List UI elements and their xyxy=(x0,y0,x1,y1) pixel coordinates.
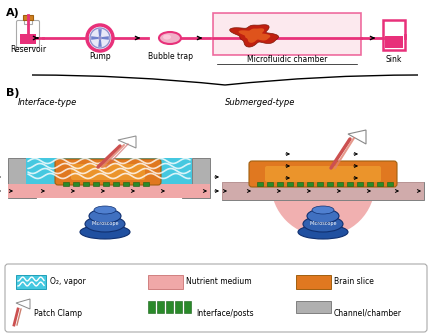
Text: B): B) xyxy=(6,88,19,98)
Bar xyxy=(83,182,89,186)
Bar xyxy=(267,182,273,186)
Bar xyxy=(123,182,129,186)
Text: Nutrient medium: Nutrient medium xyxy=(186,278,251,287)
Ellipse shape xyxy=(307,209,339,223)
Bar xyxy=(385,36,403,48)
Wedge shape xyxy=(271,184,375,236)
Text: Sink: Sink xyxy=(386,55,402,64)
Bar xyxy=(337,182,343,186)
Ellipse shape xyxy=(312,206,334,214)
Bar xyxy=(113,182,119,186)
Ellipse shape xyxy=(298,225,348,239)
Polygon shape xyxy=(98,40,102,47)
Bar xyxy=(307,182,313,186)
Text: Reservoir: Reservoir xyxy=(10,45,46,54)
Circle shape xyxy=(98,36,102,40)
Bar xyxy=(103,182,109,186)
FancyBboxPatch shape xyxy=(5,264,427,332)
Bar xyxy=(387,182,393,186)
Bar xyxy=(296,301,331,313)
Ellipse shape xyxy=(80,225,130,239)
Bar xyxy=(24,18,32,24)
Text: Pump: Pump xyxy=(89,52,111,61)
Bar xyxy=(16,275,46,289)
Text: Patch Clamp: Patch Clamp xyxy=(34,308,82,318)
Polygon shape xyxy=(118,136,136,148)
Bar xyxy=(277,182,283,186)
FancyBboxPatch shape xyxy=(213,13,361,55)
Polygon shape xyxy=(348,130,366,144)
Text: Bubble trap: Bubble trap xyxy=(147,52,193,61)
Polygon shape xyxy=(98,29,102,36)
Bar xyxy=(383,20,405,50)
Bar xyxy=(26,158,192,184)
Polygon shape xyxy=(8,158,36,198)
Text: O₂, vapor: O₂, vapor xyxy=(50,278,86,287)
Bar xyxy=(287,182,293,186)
Circle shape xyxy=(90,28,110,48)
Text: Submerged-type: Submerged-type xyxy=(225,98,295,107)
Bar xyxy=(257,182,263,186)
FancyBboxPatch shape xyxy=(265,166,381,182)
Text: Microscope: Microscope xyxy=(91,221,119,226)
Polygon shape xyxy=(238,28,270,43)
Text: Microfluidic chamber: Microfluidic chamber xyxy=(247,55,327,64)
Bar xyxy=(377,182,383,186)
FancyBboxPatch shape xyxy=(16,20,39,47)
FancyBboxPatch shape xyxy=(55,159,161,185)
Bar xyxy=(63,182,69,186)
Polygon shape xyxy=(182,158,210,198)
Bar xyxy=(296,275,331,289)
Text: Interface-type: Interface-type xyxy=(18,98,77,107)
Polygon shape xyxy=(102,36,109,40)
Ellipse shape xyxy=(163,35,171,40)
Bar xyxy=(297,182,303,186)
Ellipse shape xyxy=(85,216,125,232)
Bar xyxy=(23,15,33,20)
Bar xyxy=(347,182,353,186)
Bar xyxy=(73,182,79,186)
Bar xyxy=(157,301,164,313)
Ellipse shape xyxy=(94,206,116,214)
Bar xyxy=(93,182,99,186)
Text: Interface/posts: Interface/posts xyxy=(196,308,254,318)
Bar xyxy=(20,34,36,44)
Bar xyxy=(222,182,424,200)
Bar xyxy=(222,182,424,200)
Bar xyxy=(143,182,149,186)
Bar xyxy=(148,275,183,289)
Circle shape xyxy=(87,25,113,51)
Text: Channel/chamber: Channel/chamber xyxy=(334,308,402,318)
Polygon shape xyxy=(16,299,30,309)
Text: Microscope: Microscope xyxy=(309,221,337,226)
Bar xyxy=(166,301,173,313)
Bar xyxy=(133,182,139,186)
Bar xyxy=(148,301,155,313)
Ellipse shape xyxy=(89,209,121,223)
Ellipse shape xyxy=(303,216,343,232)
Bar xyxy=(357,182,363,186)
Bar xyxy=(327,182,333,186)
Polygon shape xyxy=(91,36,98,40)
Ellipse shape xyxy=(159,32,181,44)
Bar xyxy=(184,301,191,313)
FancyBboxPatch shape xyxy=(249,161,397,187)
Bar xyxy=(8,184,210,198)
FancyBboxPatch shape xyxy=(71,164,145,180)
Bar xyxy=(317,182,323,186)
Polygon shape xyxy=(230,25,279,47)
Bar xyxy=(367,182,373,186)
Bar xyxy=(175,301,182,313)
Text: A): A) xyxy=(6,8,20,18)
Text: Brain slice: Brain slice xyxy=(334,278,374,287)
